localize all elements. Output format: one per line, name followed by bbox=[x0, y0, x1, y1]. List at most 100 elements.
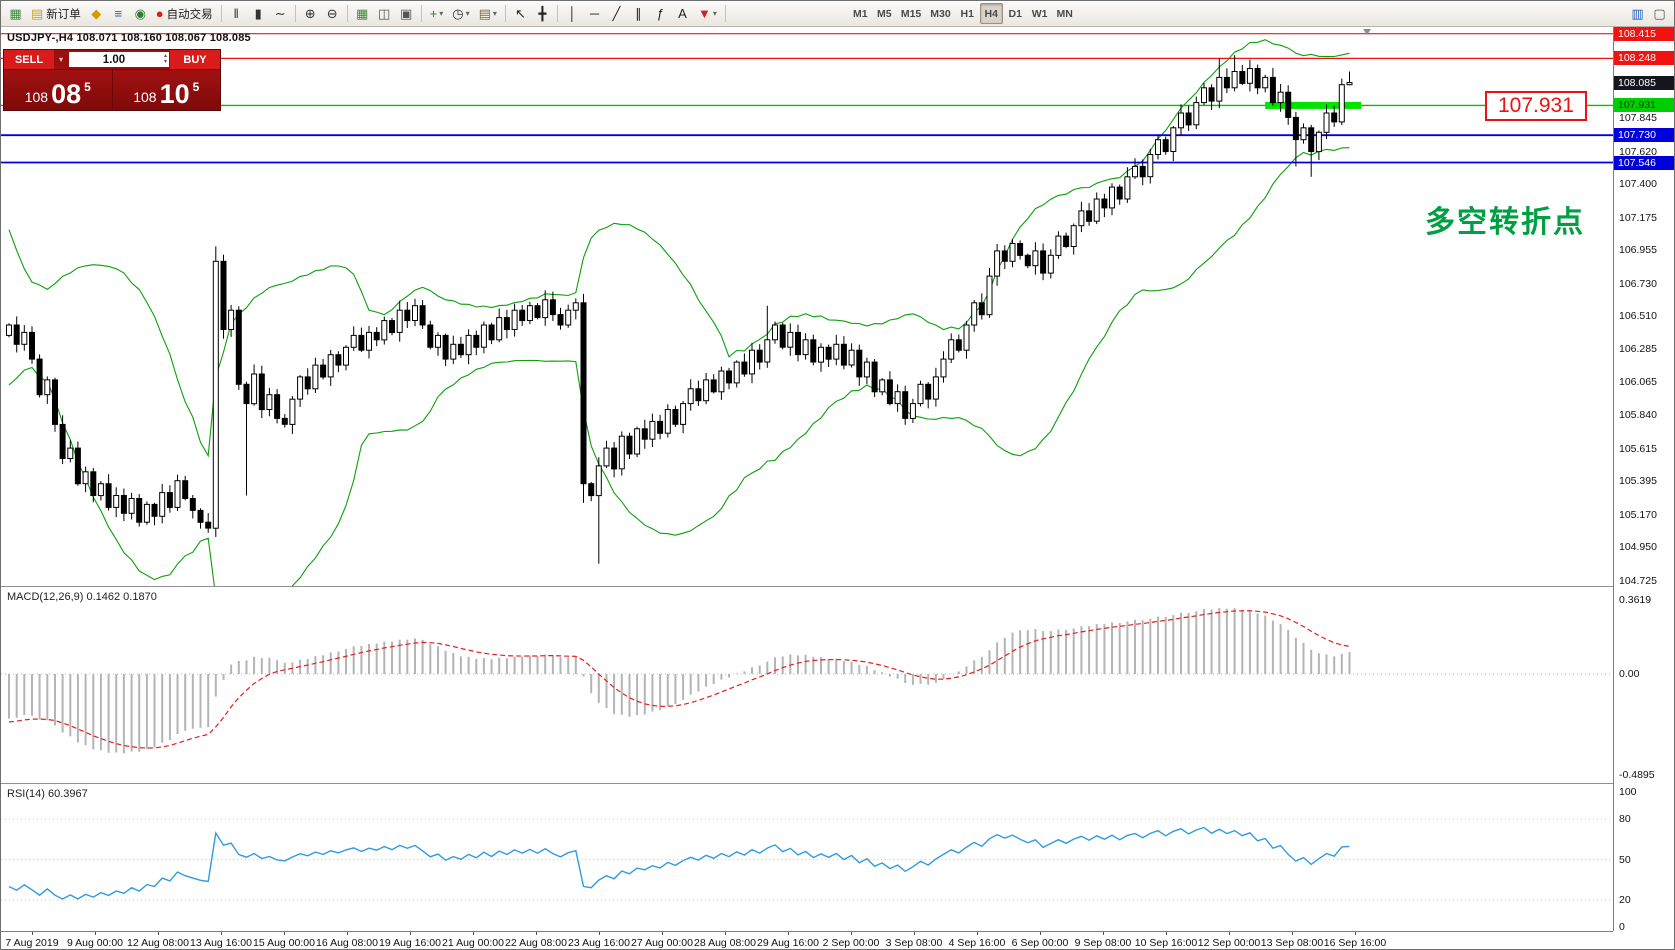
chart-shift-marker[interactable] bbox=[1363, 29, 1371, 35]
line-chart-button[interactable]: ∼ bbox=[270, 3, 291, 24]
ask-price-button[interactable]: 108 10 5 bbox=[113, 70, 221, 110]
volume-up-icon[interactable]: ▴ bbox=[163, 53, 167, 59]
vertical-line-button[interactable]: │ bbox=[562, 3, 583, 24]
time-tick bbox=[1103, 932, 1104, 935]
trendline-button[interactable]: ╱ bbox=[606, 3, 627, 24]
price-axis-label: 105.840 bbox=[1619, 409, 1657, 422]
autotrading-icon: ● bbox=[155, 6, 164, 21]
price-callout-label[interactable]: 107.931 bbox=[1485, 91, 1587, 121]
new-order-icon: ▤ bbox=[31, 6, 44, 21]
timeframe-m1-label: M1 bbox=[853, 7, 868, 20]
candlestick-chart-icon: ▮ bbox=[254, 6, 262, 21]
time-axis-label: 10 Sep 16:00 bbox=[1134, 937, 1198, 949]
time-tick bbox=[158, 932, 159, 935]
buy-button[interactable]: BUY bbox=[170, 50, 220, 69]
templates-icon: ▤ bbox=[478, 6, 491, 21]
templates-button[interactable]: ▤ ▾ bbox=[475, 3, 501, 24]
volume-down-icon[interactable]: ▾ bbox=[163, 59, 167, 65]
time-axis-label: 28 Aug 08:00 bbox=[694, 937, 756, 949]
cursor-button[interactable]: ↖ bbox=[510, 3, 531, 24]
indicators-icon: + bbox=[429, 6, 438, 21]
tile-windows-button[interactable]: ◫ bbox=[374, 3, 395, 24]
price-tag-blue: 107.546 bbox=[1614, 155, 1674, 170]
indicators-button[interactable]: + ▾ bbox=[426, 3, 448, 24]
time-tick bbox=[1040, 932, 1041, 935]
time-axis-label: 29 Aug 16:00 bbox=[757, 937, 819, 949]
timeframe-w1[interactable]: W1 bbox=[1028, 3, 1052, 24]
bar-chart-icon: ‖ bbox=[233, 6, 239, 21]
support-highlight-segment[interactable] bbox=[1265, 101, 1361, 109]
macd-panel[interactable] bbox=[1, 587, 1613, 783]
zoom-out-button[interactable]: ⊖ bbox=[322, 3, 343, 24]
time-axis-label: 27 Aug 00:00 bbox=[631, 937, 693, 949]
volume-dropdown-caret[interactable]: ▾ bbox=[58, 55, 63, 64]
timeframe-h4-label: H4 bbox=[984, 7, 998, 20]
time-tick bbox=[725, 932, 726, 935]
auto-arrange-button[interactable]: ▦ bbox=[352, 3, 373, 24]
zoom-in-button[interactable]: ⊕ bbox=[300, 3, 321, 24]
chart-profiles-button[interactable]: ◆ bbox=[86, 3, 107, 24]
timeframe-m5[interactable]: M5 bbox=[873, 3, 896, 24]
panel-separator[interactable] bbox=[1, 586, 1613, 587]
toolbar-separator bbox=[294, 5, 296, 22]
timeframe-w1-label: W1 bbox=[1031, 7, 1048, 20]
timeframe-h4[interactable]: H4 bbox=[979, 3, 1003, 24]
periods-button[interactable]: ◷ ▾ bbox=[448, 3, 473, 24]
horizontal-line-button[interactable]: ─ bbox=[584, 3, 605, 24]
cascade-windows-icon: ▣ bbox=[400, 6, 413, 21]
timeframe-m15[interactable]: M15 bbox=[897, 3, 925, 24]
timeframe-m30[interactable]: M30 bbox=[926, 3, 954, 24]
terminal-button[interactable]: ▦ bbox=[5, 3, 26, 24]
time-axis[interactable]: 7 Aug 2019 9 Aug 00:00 12 Aug 08:00 13 Aug … bbox=[1, 931, 1613, 949]
chinese-annotation[interactable]: 多空转折点 bbox=[1425, 206, 1585, 239]
crosshair-button[interactable]: ╋ bbox=[532, 3, 553, 24]
price-axis[interactable]: 107.845 107.620 107.400 107.175 106.955 106.7… bbox=[1613, 26, 1674, 933]
bid-price-button[interactable]: 108 08 5 bbox=[4, 70, 113, 110]
cascade-windows-button[interactable]: ▣ bbox=[396, 3, 417, 24]
rsi-level-label: 0 bbox=[1619, 921, 1625, 933]
time-axis-label: 15 Aug 00:00 bbox=[253, 937, 315, 949]
zoom-out-icon: ⊖ bbox=[326, 6, 338, 21]
toolbar-separator bbox=[724, 5, 726, 22]
arrows-button[interactable]: ▼ ▾ bbox=[694, 3, 721, 24]
timeframe-m5-label: M5 bbox=[877, 7, 892, 20]
volume-input[interactable] bbox=[69, 52, 169, 67]
timeframe-m1[interactable]: M1 bbox=[849, 3, 872, 24]
rsi-level-label: 20 bbox=[1619, 894, 1631, 906]
bar-chart-button[interactable]: ‖ bbox=[226, 3, 247, 24]
time-tick bbox=[851, 932, 852, 935]
price-axis-label: 107.620 bbox=[1619, 145, 1657, 158]
help-button[interactable]: ▢ bbox=[1649, 3, 1670, 24]
rsi-panel[interactable] bbox=[1, 784, 1613, 931]
time-axis-label: 12 Aug 08:00 bbox=[127, 937, 189, 949]
tile-windows-icon: ◫ bbox=[378, 6, 391, 21]
time-tick bbox=[347, 932, 348, 935]
candlestick-chart-button[interactable]: ▮ bbox=[248, 3, 269, 24]
volume-spinner[interactable]: ▴ ▾ bbox=[164, 53, 167, 65]
ask-main: 108 bbox=[133, 88, 157, 105]
text-button[interactable]: A bbox=[672, 3, 693, 24]
timeframe-h1[interactable]: H1 bbox=[956, 3, 979, 24]
auto-arrange-icon: ▦ bbox=[356, 6, 369, 21]
new-order-button[interactable]: ▤ 新订单 bbox=[27, 3, 85, 24]
price-tag-blue: 107.730 bbox=[1614, 128, 1674, 143]
chevron-down-icon: ▾ bbox=[465, 9, 470, 18]
dom-button[interactable]: ▥ bbox=[1627, 3, 1648, 24]
autotrading-button[interactable]: ● 自动交易 bbox=[152, 3, 217, 24]
price-axis-label: 105.170 bbox=[1619, 508, 1657, 521]
fibonacci-button[interactable]: ƒ bbox=[650, 3, 671, 24]
panel-separator[interactable] bbox=[1, 783, 1613, 784]
market-watch-button[interactable]: ≡ bbox=[108, 3, 129, 24]
candlestick-chart[interactable] bbox=[1, 27, 1613, 586]
sell-button[interactable]: SELL bbox=[4, 50, 54, 69]
timeframe-mn[interactable]: MN bbox=[1052, 3, 1076, 24]
data-window-button[interactable]: ◉ bbox=[130, 3, 151, 24]
price-axis-label: 106.065 bbox=[1619, 376, 1657, 389]
price-tag-red: 108.248 bbox=[1614, 51, 1674, 66]
macd-title: MACD(12,26,9) 0.1462 0.1870 bbox=[7, 591, 157, 603]
time-axis-label: 16 Aug 08:00 bbox=[316, 937, 378, 949]
timeframe-d1[interactable]: D1 bbox=[1004, 3, 1027, 24]
channel-button[interactable]: ∥ bbox=[628, 3, 649, 24]
price-axis-label: 106.730 bbox=[1619, 277, 1657, 290]
price-axis-label: 105.395 bbox=[1619, 475, 1657, 488]
